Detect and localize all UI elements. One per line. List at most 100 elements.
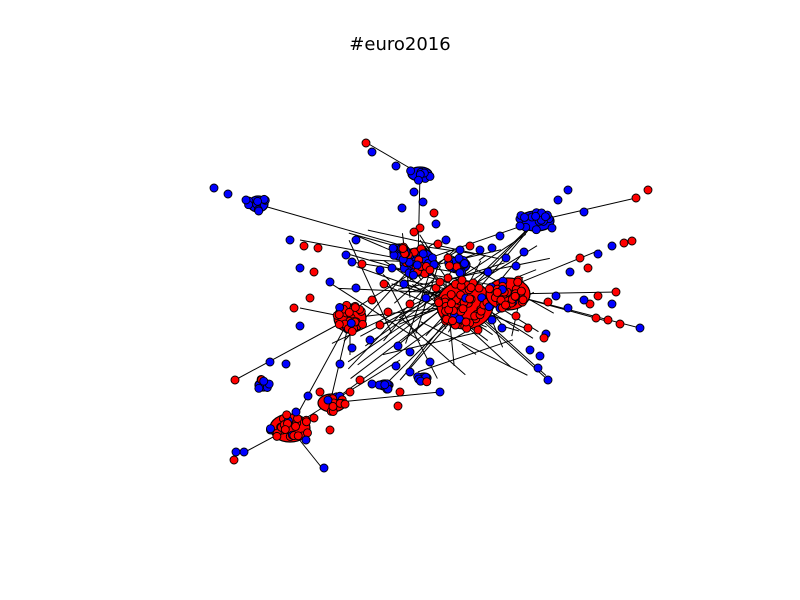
blue-node	[635, 323, 645, 333]
red-node	[303, 428, 312, 438]
blue-node	[441, 235, 451, 245]
red-node	[603, 315, 613, 325]
red-node	[611, 287, 621, 297]
blue-node	[519, 247, 529, 257]
blue-node	[406, 166, 416, 176]
blue-node	[409, 187, 419, 197]
red-node	[229, 455, 239, 465]
red-node	[398, 244, 408, 253]
blue-node	[365, 335, 375, 345]
graph-edge	[289, 317, 351, 429]
red-node	[583, 263, 593, 273]
red-node	[340, 399, 350, 409]
red-node	[361, 138, 371, 148]
red-node	[523, 323, 533, 333]
graph-edge	[331, 283, 421, 342]
red-node	[446, 299, 456, 309]
blue-node	[380, 380, 390, 390]
graph-edge	[347, 295, 447, 363]
blue-node	[397, 203, 407, 213]
red-node	[513, 277, 523, 287]
red-node	[516, 286, 526, 296]
blue-node	[535, 351, 545, 361]
red-node	[643, 185, 653, 195]
graph-edge	[382, 274, 390, 281]
blue-node	[351, 283, 361, 293]
red-node	[301, 417, 311, 427]
blue-node	[341, 250, 351, 260]
red-node	[448, 316, 457, 326]
red-node	[433, 239, 443, 249]
blue-node	[408, 270, 418, 280]
red-node	[230, 375, 240, 385]
blue-node	[413, 175, 423, 185]
red-node	[291, 421, 301, 431]
blue-node	[295, 263, 305, 273]
blue-node	[425, 357, 435, 367]
blue-node	[259, 376, 269, 386]
blue-node	[346, 318, 356, 328]
blue-node	[399, 279, 409, 289]
red-node	[334, 310, 344, 320]
graph-edge	[383, 310, 408, 342]
red-node	[334, 320, 344, 329]
blue-node	[347, 257, 357, 267]
blue-node	[301, 435, 311, 445]
red-node	[309, 267, 319, 277]
red-node	[575, 253, 585, 263]
red-node	[465, 241, 475, 251]
blue-node	[501, 253, 511, 263]
blue-node	[421, 293, 431, 303]
graph-edge	[511, 306, 519, 337]
red-node	[357, 259, 367, 269]
red-node	[429, 208, 439, 218]
blue-node	[391, 361, 401, 371]
blue-node	[531, 211, 541, 221]
red-node	[457, 275, 467, 285]
blue-node	[531, 225, 541, 235]
blue-node	[579, 295, 589, 305]
red-node	[383, 307, 393, 317]
figure-title: #euro2016	[349, 34, 451, 55]
blue-node	[475, 245, 485, 255]
blue-node	[254, 206, 264, 216]
blue-node	[281, 359, 291, 369]
blue-node	[388, 243, 398, 253]
blue-node	[487, 243, 497, 253]
blue-node	[375, 265, 385, 275]
blue-node	[295, 321, 305, 331]
blue-node	[497, 323, 507, 333]
graph-edge	[422, 245, 474, 255]
red-node	[445, 261, 454, 271]
red-node	[461, 317, 471, 327]
graph-edge	[399, 317, 466, 376]
blue-node	[543, 375, 553, 385]
blue-node	[319, 463, 329, 473]
red-node	[511, 311, 521, 321]
graph-edge	[417, 339, 514, 373]
blue-node	[241, 195, 251, 205]
blue-node	[266, 424, 275, 434]
blue-node	[239, 447, 249, 457]
red-node	[289, 303, 299, 313]
red-node	[631, 193, 641, 203]
graph-edge	[347, 279, 434, 370]
red-node	[367, 295, 377, 305]
blue-node	[231, 447, 241, 457]
red-node	[466, 283, 476, 293]
red-node	[358, 319, 368, 329]
blue-node	[418, 249, 428, 259]
blue-node	[265, 357, 275, 367]
blue-node	[607, 241, 617, 251]
blue-node	[291, 407, 301, 417]
red-node	[591, 313, 601, 323]
blue-node	[303, 391, 313, 401]
red-node	[518, 295, 528, 305]
red-node	[615, 319, 625, 329]
red-node	[355, 375, 365, 385]
red-node	[325, 425, 335, 435]
red-node	[619, 238, 629, 248]
blue-node	[563, 303, 573, 313]
blue-node	[412, 260, 422, 270]
